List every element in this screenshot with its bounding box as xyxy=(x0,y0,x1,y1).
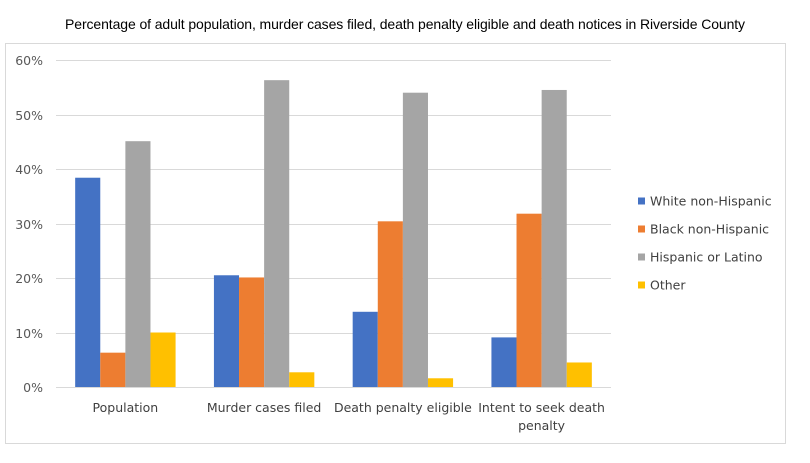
x-category-label: Death penalty eligible xyxy=(334,400,472,415)
x-category-label: penalty xyxy=(518,418,566,433)
bar-white-non-hispanic-1 xyxy=(213,275,240,387)
legend-label: White non-Hispanic xyxy=(650,194,772,209)
y-tick-label: 30% xyxy=(15,217,43,232)
bar-other-1 xyxy=(289,372,315,387)
bar-black-non-hispanic-3 xyxy=(516,213,542,387)
bar-black-non-hispanic-0 xyxy=(100,352,126,387)
legend-item: White non-Hispanic xyxy=(638,194,772,209)
legend-swatch-icon xyxy=(638,281,645,289)
chart-frame xyxy=(5,43,786,444)
y-tick-label: 10% xyxy=(15,326,43,341)
y-tick-label: 0% xyxy=(23,380,43,395)
legend-label: Black non-Hispanic xyxy=(650,222,769,237)
legend-item: Hispanic or Latino xyxy=(638,250,763,265)
bar-black-non-hispanic-1 xyxy=(239,277,265,387)
bar-hispanic-or-latino-0 xyxy=(125,141,151,387)
bar-white-non-hispanic-2 xyxy=(352,311,378,387)
bar-hispanic-or-latino-3 xyxy=(541,89,567,387)
bar-white-non-hispanic-0 xyxy=(75,177,101,387)
x-category-label: Intent to seek death xyxy=(478,400,605,415)
x-category-label: Murder cases filed xyxy=(207,400,322,415)
legend-item: Black non-Hispanic xyxy=(638,222,769,237)
legend-swatch-icon xyxy=(638,253,645,261)
bar-other-3 xyxy=(566,362,592,387)
x-axis-category-labels: Population Murder cases filed Death penalt… xyxy=(93,400,605,433)
bar-other-0 xyxy=(150,332,176,387)
y-tick-label: 60% xyxy=(15,53,43,68)
bar-other-2 xyxy=(427,378,454,387)
legend-swatch-icon xyxy=(638,225,645,233)
legend: White non-Hispanic Black non-Hispanic Hisp… xyxy=(638,194,772,293)
legend-label: Hispanic or Latino xyxy=(650,250,763,265)
legend-swatch-icon xyxy=(638,197,645,205)
bar-hispanic-or-latino-1 xyxy=(264,80,290,388)
y-tick-label: 20% xyxy=(15,271,43,286)
chart-title: Percentage of adult population, murder c… xyxy=(65,16,745,32)
legend-item: Other xyxy=(638,278,686,293)
legend-label: Other xyxy=(650,278,686,293)
bar-black-non-hispanic-2 xyxy=(377,221,403,387)
x-category-label: Population xyxy=(93,400,159,415)
bars xyxy=(75,80,592,388)
y-axis-tick-labels: 0% 10% 20% 30% 40% 50% 60% xyxy=(15,53,43,395)
y-tick-label: 50% xyxy=(15,108,43,123)
bar-hispanic-or-latino-2 xyxy=(402,92,428,387)
y-tick-label: 40% xyxy=(15,162,43,177)
bar-white-non-hispanic-3 xyxy=(491,337,517,387)
